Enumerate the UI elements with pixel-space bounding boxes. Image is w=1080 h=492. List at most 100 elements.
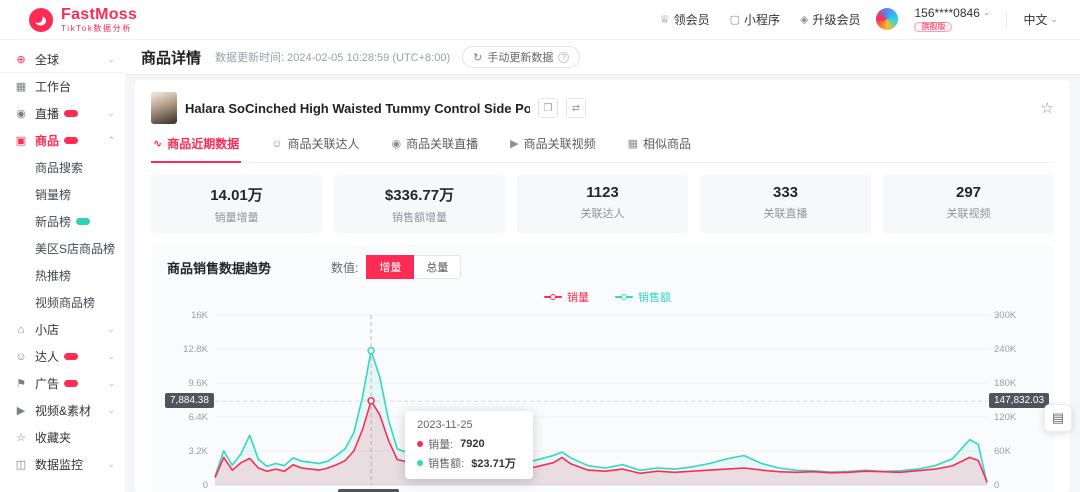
product-detail-card: Halara SoCinched High Waisted Tummy Cont…: [135, 80, 1070, 492]
tab-related-lives[interactable]: ◉ 商品关联直播: [391, 137, 479, 151]
chart-tooltip: 2023-11-25 销量: 7920 销售额: $23.71万: [405, 411, 534, 480]
ads-icon: ⚑: [16, 378, 26, 390]
chart-area[interactable]: 0 0 3.2K 60K 6.4K 120K 9.6K 180K 12.8K 240K 16K 300…: [161, 307, 1050, 492]
stat-card-sales-increment: 14.01万 销量增量: [151, 175, 322, 233]
account-phone-row: 156****0846 ⌄: [914, 6, 991, 20]
sidebar-item-product[interactable]: ▣ 商品 ⌃: [15, 134, 115, 148]
live-icon: ◉: [391, 138, 402, 150]
tab-related-videos[interactable]: ▶ 商品关联视频: [510, 137, 596, 151]
chevron-icon: ⌄: [107, 324, 115, 334]
account-menu[interactable]: 156****0846 ⌄ 旗舰版: [914, 6, 991, 33]
body-row: ⊕ 全球 ⌄ ▦ 工作台 ◉ 直播 ⌄: [0, 40, 1080, 492]
sidebar-item-product-search[interactable]: 商品搜索: [35, 161, 84, 175]
svg-text:300K: 300K: [994, 310, 1017, 321]
video-icon: ▶: [510, 138, 519, 150]
sidebar-item-live[interactable]: ◉ 直播 ⌄: [0, 100, 125, 127]
hot-badge: [64, 353, 79, 360]
avatar[interactable]: [876, 8, 899, 31]
sidebar-item-global[interactable]: ⊕ 全球 ⌄: [0, 46, 125, 73]
sidebar-item-video-material[interactable]: ▶ 视频&素材 ⌄: [0, 397, 125, 424]
sidebar-item-monitor[interactable]: ◫ 数据监控 ⌄: [15, 458, 115, 472]
sidebar-item-ads[interactable]: ⚑ 广告 ⌄: [0, 370, 125, 397]
header-right: ♕ 领会员 ▢ 小程序 ◈ 升级会员 156***: [659, 6, 1058, 33]
sidebar-item-workbench[interactable]: ▦ 工作台: [15, 80, 72, 94]
hot-badge: [64, 137, 79, 144]
stat-card-related-videos: 297 关联视频: [883, 175, 1054, 233]
stat-label: 关联达人: [580, 208, 625, 220]
stat-value: $336.77万: [384, 187, 455, 204]
page-header: 商品详情 数据更新时间: 2024-02-05 10:28:59 (UTC+8:…: [125, 40, 1080, 74]
copy-button[interactable]: ❐: [538, 98, 558, 118]
tooltip-row-sales: 销量: 7920: [417, 436, 521, 452]
chevron-icon: ⌄: [107, 53, 115, 64]
sidebar-item-us-shop-rank[interactable]: 美区S店商品榜: [35, 242, 116, 256]
product-thumbnail[interactable]: [151, 92, 177, 124]
svg-text:12.8K: 12.8K: [183, 344, 208, 355]
legend-marker-icon: [615, 293, 633, 300]
header-nav-item-vip[interactable]: ♕ 领会员: [659, 12, 710, 27]
y-right-pointer-badge: 147,832.03: [989, 393, 1050, 409]
language-selector[interactable]: 中文 ⌄: [1023, 11, 1058, 28]
app-header: FastMoss TikTok数据分析 ♕ 领会员 ▢ 小程序: [0, 0, 1080, 40]
hot-badge: [76, 218, 91, 225]
toggle-increment[interactable]: 增量: [366, 255, 415, 279]
product-header: Halara SoCinched High Waisted Tummy Cont…: [151, 90, 1054, 126]
sidebar-item-new-product-rank[interactable]: 新品榜: [0, 208, 125, 235]
sidebar-item-hot-promo-rank[interactable]: 热推榜: [35, 269, 72, 283]
header-nav-item-upgrade[interactable]: ◈ 升级会员: [800, 12, 861, 27]
stat-card-related-lives: 333 关联直播: [700, 175, 871, 233]
copy-icon: ❐: [543, 102, 553, 114]
sidebar-item-shop[interactable]: ⌂ 小店 ⌄: [0, 316, 125, 343]
stat-label: 销售额增量: [392, 212, 447, 224]
switch-button[interactable]: ⇄: [566, 98, 586, 118]
legend-item-revenue[interactable]: 销售额: [615, 289, 671, 305]
sidebar-item-video-product-rank[interactable]: 视频商品榜: [35, 296, 96, 310]
live-icon: ◉: [16, 108, 26, 120]
svg-text:6.4K: 6.4K: [188, 412, 208, 423]
hot-badge: [64, 380, 79, 387]
stat-label: 销量增量: [214, 212, 259, 224]
tab-bar: ∿ 商品近期数据 ☺ 商品关联达人 ◉ 商品关联直播: [151, 131, 1054, 163]
divider: [1006, 11, 1008, 28]
brand-subtitle: TikTok数据分析: [61, 23, 132, 33]
stat-value: 333: [772, 184, 799, 201]
svg-text:9.6K: 9.6K: [188, 378, 208, 389]
chevron-down-icon: ⌄: [982, 7, 991, 18]
survey-icon: ▤: [1051, 410, 1065, 425]
switch-icon: ⇄: [571, 102, 581, 114]
y-left-pointer-badge: 7,884.38: [165, 393, 214, 409]
toggle-total[interactable]: 总量: [414, 255, 462, 279]
shop-icon: ⌂: [17, 323, 25, 336]
sidebar: ⊕ 全球 ⌄ ▦ 工作台 ◉ 直播 ⌄: [0, 40, 125, 492]
tab-recent-data[interactable]: ∿ 商品近期数据: [151, 131, 242, 163]
creator-icon: ☺: [271, 137, 283, 150]
chevron-icon: ⌄: [107, 459, 115, 469]
hot-badge: [64, 110, 79, 117]
sidebar-item-favorites[interactable]: ☆ 收藏夹: [0, 424, 125, 451]
feedback-button[interactable]: ▤: [1044, 404, 1072, 432]
globe-icon: ⊕: [16, 53, 26, 66]
main-content: 商品详情 数据更新时间: 2024-02-05 10:28:59 (UTC+8:…: [125, 40, 1080, 492]
trend-icon: ∿: [153, 138, 163, 150]
refresh-icon: ↻: [473, 51, 483, 64]
chevron-icon: ⌃: [107, 135, 115, 145]
brand-text: FastMoss TikTok数据分析: [61, 6, 137, 33]
series-dot-sales-icon: [417, 441, 424, 448]
legend-item-sales[interactable]: 销量: [544, 289, 589, 305]
sidebar-item-sales-rank[interactable]: 销量榜: [35, 188, 72, 202]
favorites-icon: ☆: [16, 432, 26, 444]
favorite-button[interactable]: ☆: [1040, 100, 1054, 117]
tab-related-creators[interactable]: ☺ 商品关联达人: [271, 137, 360, 151]
manual-refresh-button[interactable]: ↻ 手动更新数据 ?: [462, 46, 581, 68]
stat-value: 1123: [586, 184, 619, 201]
brand-logo[interactable]: FastMoss TikTok数据分析: [28, 6, 137, 33]
monitor-icon: ◫: [15, 459, 27, 471]
language-label: 中文: [1023, 12, 1048, 27]
tab-similar-products[interactable]: ▦ 相似商品: [627, 137, 692, 151]
chevron-icon: ⌄: [107, 405, 115, 415]
svg-text:16K: 16K: [191, 310, 209, 321]
svg-text:0: 0: [203, 480, 208, 491]
header-nav-item-miniprogram[interactable]: ▢ 小程序: [729, 12, 780, 27]
svg-text:120K: 120K: [994, 412, 1017, 423]
sidebar-item-creator[interactable]: ☺ 达人 ⌄: [15, 350, 115, 364]
